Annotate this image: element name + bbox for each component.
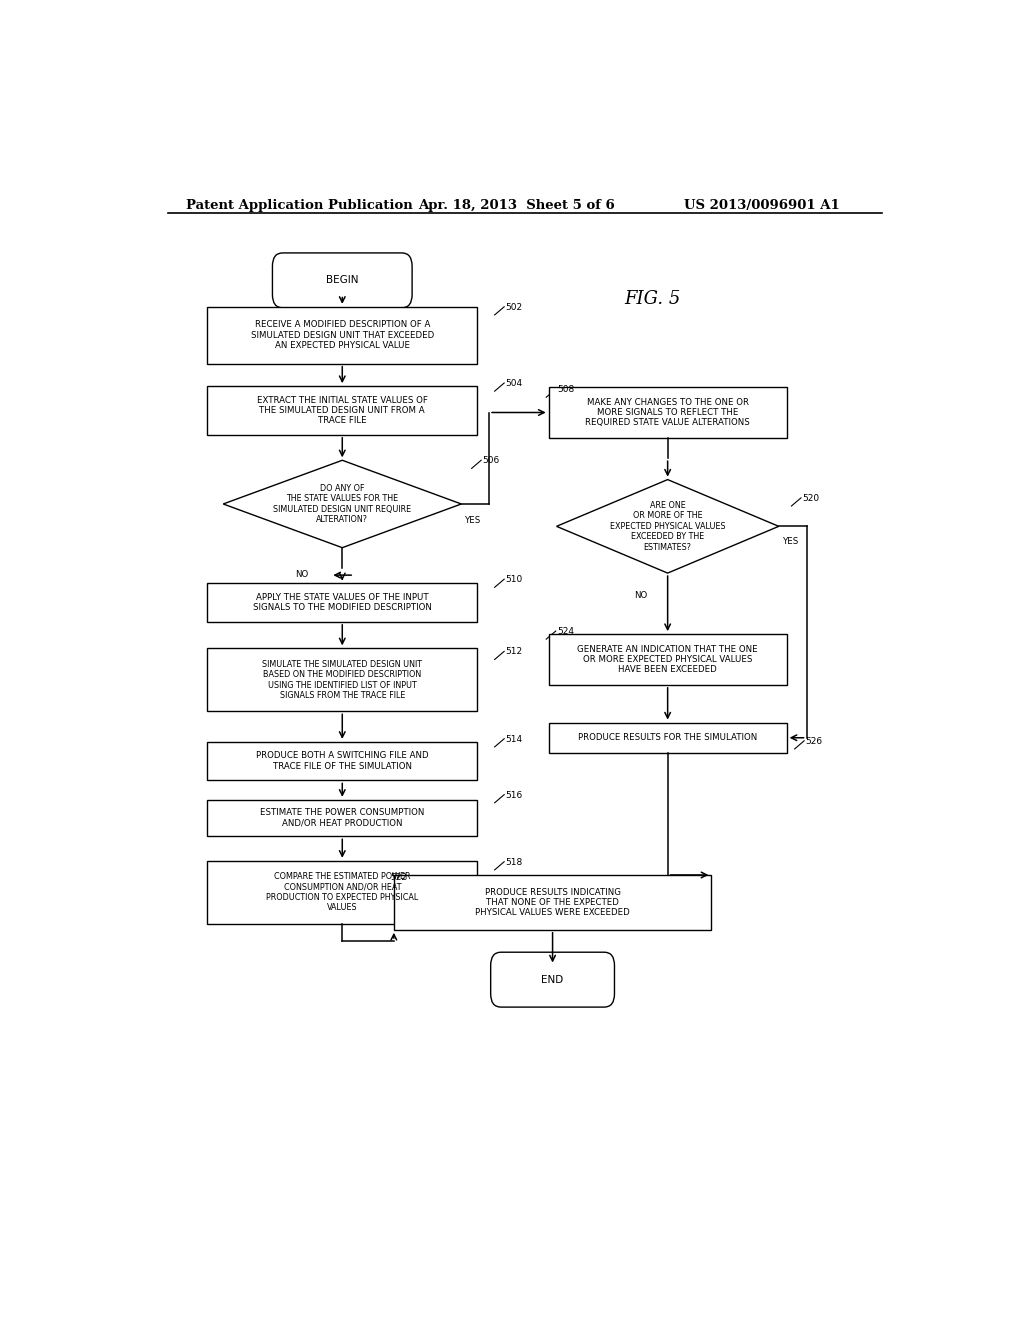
Text: PRODUCE RESULTS FOR THE SIMULATION: PRODUCE RESULTS FOR THE SIMULATION [578,733,758,742]
Text: Patent Application Publication: Patent Application Publication [186,199,413,213]
Text: 526: 526 [806,737,823,746]
Text: NO: NO [295,570,308,578]
Text: 504: 504 [506,379,523,388]
Text: 510: 510 [506,576,523,585]
FancyBboxPatch shape [272,253,412,308]
FancyBboxPatch shape [207,648,477,711]
FancyBboxPatch shape [207,385,477,434]
FancyBboxPatch shape [207,742,477,780]
Text: APPLY THE STATE VALUES OF THE INPUT
SIGNALS TO THE MODIFIED DESCRIPTION: APPLY THE STATE VALUES OF THE INPUT SIGN… [253,593,432,612]
Text: US 2013/0096901 A1: US 2013/0096901 A1 [684,199,840,213]
Text: 508: 508 [557,385,574,395]
Text: BEGIN: BEGIN [326,276,358,285]
Text: SIMULATE THE SIMULATED DESIGN UNIT
BASED ON THE MODIFIED DESCRIPTION
USING THE I: SIMULATE THE SIMULATED DESIGN UNIT BASED… [262,660,422,700]
Text: 512: 512 [506,647,523,656]
Text: ESTIMATE THE POWER CONSUMPTION
AND/OR HEAT PRODUCTION: ESTIMATE THE POWER CONSUMPTION AND/OR HE… [260,808,425,828]
Text: ARE ONE
OR MORE OF THE
EXPECTED PHYSICAL VALUES
EXCEEDED BY THE
ESTIMATES?: ARE ONE OR MORE OF THE EXPECTED PHYSICAL… [610,502,725,552]
FancyBboxPatch shape [394,875,712,929]
Text: DO ANY OF
THE STATE VALUES FOR THE
SIMULATED DESIGN UNIT REQUIRE
ALTERATION?: DO ANY OF THE STATE VALUES FOR THE SIMUL… [273,484,412,524]
Text: 520: 520 [803,494,819,503]
FancyBboxPatch shape [207,861,477,924]
Text: RECEIVE A MODIFIED DESCRIPTION OF A
SIMULATED DESIGN UNIT THAT EXCEEDED
AN EXPEC: RECEIVE A MODIFIED DESCRIPTION OF A SIMU… [251,321,434,350]
FancyBboxPatch shape [207,583,477,622]
FancyBboxPatch shape [207,306,477,364]
Text: 514: 514 [506,735,523,744]
Text: COMPARE THE ESTIMATED POWER
CONSUMPTION AND/OR HEAT
PRODUCTION TO EXPECTED PHYSI: COMPARE THE ESTIMATED POWER CONSUMPTION … [266,873,419,912]
FancyBboxPatch shape [490,952,614,1007]
FancyBboxPatch shape [207,800,477,837]
FancyBboxPatch shape [549,634,786,685]
Text: 502: 502 [506,302,523,312]
Text: PRODUCE RESULTS INDICATING
THAT NONE OF THE EXPECTED
PHYSICAL VALUES WERE EXCEED: PRODUCE RESULTS INDICATING THAT NONE OF … [475,887,630,917]
FancyBboxPatch shape [549,387,786,438]
Text: Apr. 18, 2013  Sheet 5 of 6: Apr. 18, 2013 Sheet 5 of 6 [418,199,614,213]
Text: 524: 524 [557,627,574,636]
Polygon shape [223,461,462,548]
Text: NO: NO [634,591,647,601]
Text: YES: YES [465,516,481,525]
Text: END: END [542,974,563,985]
Text: 506: 506 [482,457,500,466]
Text: EXTRACT THE INITIAL STATE VALUES OF
THE SIMULATED DESIGN UNIT FROM A
TRACE FILE: EXTRACT THE INITIAL STATE VALUES OF THE … [257,396,428,425]
Text: GENERATE AN INDICATION THAT THE ONE
OR MORE EXPECTED PHYSICAL VALUES
HAVE BEEN E: GENERATE AN INDICATION THAT THE ONE OR M… [578,644,758,675]
Text: 522: 522 [390,873,407,882]
Text: YES: YES [782,536,799,545]
Text: 516: 516 [506,791,523,800]
FancyBboxPatch shape [549,722,786,752]
Polygon shape [557,479,779,573]
Text: 518: 518 [506,858,523,867]
Text: MAKE ANY CHANGES TO THE ONE OR
MORE SIGNALS TO REFLECT THE
REQUIRED STATE VALUE : MAKE ANY CHANGES TO THE ONE OR MORE SIGN… [586,397,750,428]
Text: PRODUCE BOTH A SWITCHING FILE AND
TRACE FILE OF THE SIMULATION: PRODUCE BOTH A SWITCHING FILE AND TRACE … [256,751,429,771]
Text: FIG. 5: FIG. 5 [624,289,680,308]
